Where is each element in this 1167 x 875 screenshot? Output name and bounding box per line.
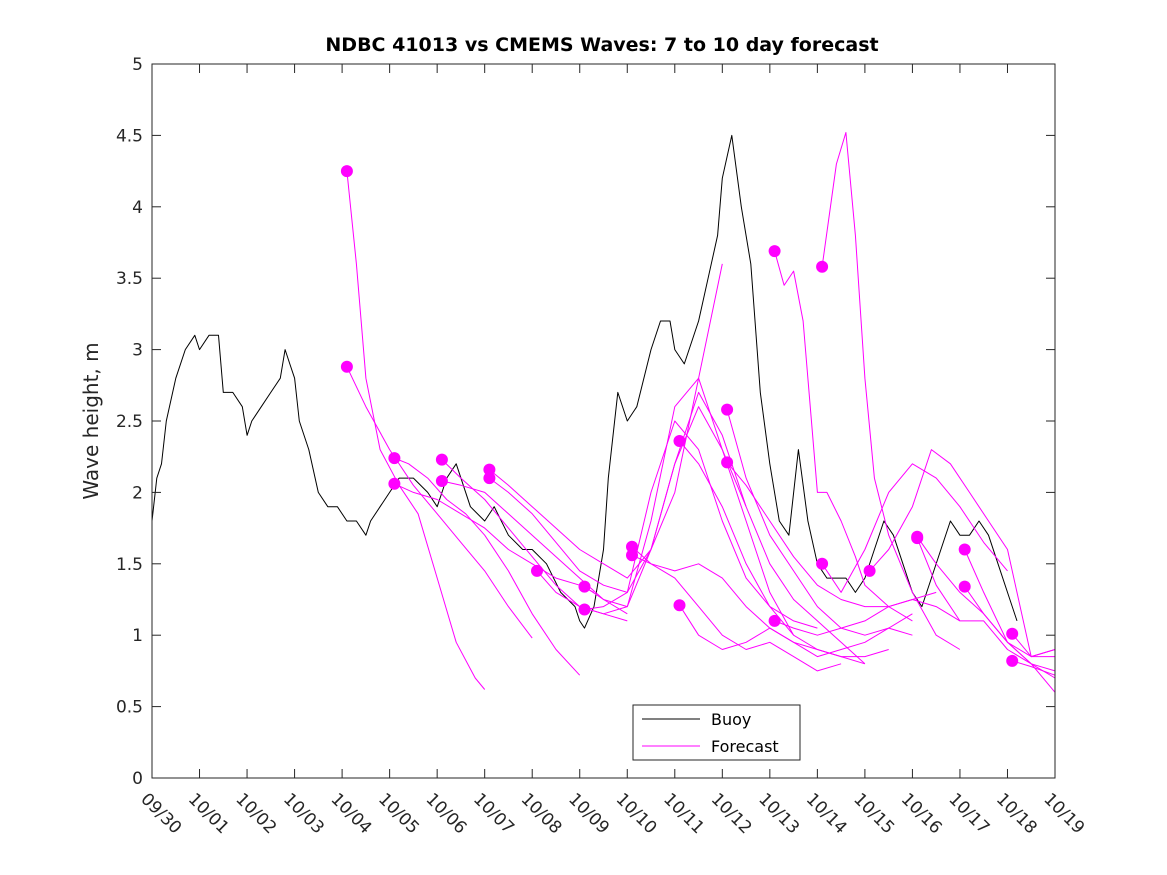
forecast-series-line <box>489 263 723 579</box>
forecast-series-line <box>394 457 581 676</box>
forecast-start-marker <box>626 540 638 553</box>
forecast-series-line <box>679 440 889 658</box>
forecast-start-marker <box>435 475 448 487</box>
x-tick-label: 10/03 <box>279 789 328 838</box>
y-tick-label: 2.5 <box>116 412 143 432</box>
x-tick-label: 10/14 <box>802 789 851 838</box>
forecast-series-line <box>536 377 795 636</box>
x-tick-label: 09/30 <box>136 789 185 838</box>
x-tick-label: 10/17 <box>944 789 993 838</box>
forecast-start-marker <box>578 603 591 616</box>
x-tick-label: 10/16 <box>897 789 946 838</box>
x-tick-label: 10/04 <box>327 789 376 838</box>
x-tick-label: 10/10 <box>612 789 661 838</box>
x-tick-label: 10/02 <box>232 789 281 838</box>
forecast-start-marker <box>340 165 353 178</box>
x-tick-label: 10/01 <box>184 789 233 838</box>
forecast-start-marker <box>768 245 781 258</box>
forecast-series-line <box>869 449 1056 658</box>
y-tick-label: 4.5 <box>116 126 143 146</box>
x-tick-label: 10/06 <box>422 789 471 838</box>
y-tick-label: 2 <box>132 483 143 503</box>
forecast-start-marker <box>721 456 734 469</box>
series-layer <box>151 132 1056 693</box>
forecast-start-marker <box>483 472 496 485</box>
forecast-start-marker <box>1006 654 1019 667</box>
y-tick-label: 3.5 <box>116 269 143 289</box>
y-tick-label: 1.5 <box>116 555 143 575</box>
forecast-start-marker <box>531 564 543 577</box>
plot-area <box>152 64 1055 778</box>
y-tick-label: 4 <box>132 198 143 218</box>
x-tick-label: 10/09 <box>564 789 613 838</box>
y-tick-label: 5 <box>132 55 143 75</box>
forecast-start-marker <box>435 453 448 466</box>
forecast-start-marker <box>340 360 353 373</box>
forecast-series-line <box>821 132 961 650</box>
forecast-series-line <box>441 480 628 615</box>
y-tick-label: 3 <box>132 341 143 361</box>
y-axis-label: Wave height, m <box>79 342 103 499</box>
forecast-series-line <box>821 463 1008 593</box>
forecast-start-marker <box>768 614 781 627</box>
forecast-start-marker <box>483 463 496 476</box>
forecast-start-marker <box>1006 627 1019 640</box>
forecast-start-marker <box>673 435 686 447</box>
legend-label-buoy: Buoy <box>711 710 751 729</box>
forecast-series-line <box>394 483 595 593</box>
forecast-series-line <box>346 171 486 690</box>
x-tick-label: 10/07 <box>469 789 518 838</box>
legend-box <box>632 704 801 761</box>
forecast-series-line <box>584 391 866 665</box>
forecast-series-line <box>679 604 913 658</box>
forecast-start-marker <box>816 557 829 570</box>
x-tick-label: 10/11 <box>659 789 708 838</box>
forecast-start-marker <box>958 543 971 556</box>
forecast-series-line <box>774 599 961 636</box>
x-tick-label: 10/13 <box>754 789 803 838</box>
y-tick-label: 1 <box>132 626 143 646</box>
forecast-start-marker <box>626 549 638 562</box>
y-tick-label: 0 <box>132 769 143 789</box>
chart-title: NDBC 41013 vs CMEMS Waves: 7 to 10 day f… <box>325 34 878 56</box>
forecast-start-marker <box>816 260 829 273</box>
x-tick-label: 10/12 <box>707 789 756 838</box>
forecast-start-marker <box>388 477 401 490</box>
forecast-series-line <box>774 250 913 622</box>
forecast-start-marker <box>388 452 401 465</box>
forecast-series-line <box>1012 660 1056 676</box>
y-tick-label: 0.5 <box>116 698 143 718</box>
forecast-series-line <box>489 406 747 593</box>
forecast-start-marker <box>863 564 876 577</box>
forecast-start-marker <box>911 530 924 543</box>
x-tick-label: 10/15 <box>849 789 898 838</box>
x-tick-label: 10/19 <box>1039 789 1088 838</box>
x-tick-label: 10/05 <box>374 789 423 838</box>
legend-label-forecast: Forecast <box>711 737 779 756</box>
forecast-series-line <box>964 586 1055 658</box>
forecast-start-marker <box>721 403 734 416</box>
forecast-series-line <box>1011 633 1056 658</box>
forecast-start-marker <box>958 580 971 593</box>
forecast-start-marker <box>673 599 686 612</box>
legend: Buoy Forecast <box>632 704 801 761</box>
forecast-series-line <box>346 366 533 639</box>
x-tick-label: 10/08 <box>517 789 566 838</box>
forecast-start-marker <box>578 580 591 593</box>
forecast-series-line <box>631 546 842 672</box>
forecast-series-line <box>584 420 818 629</box>
x-tick-label: 10/18 <box>992 789 1041 838</box>
